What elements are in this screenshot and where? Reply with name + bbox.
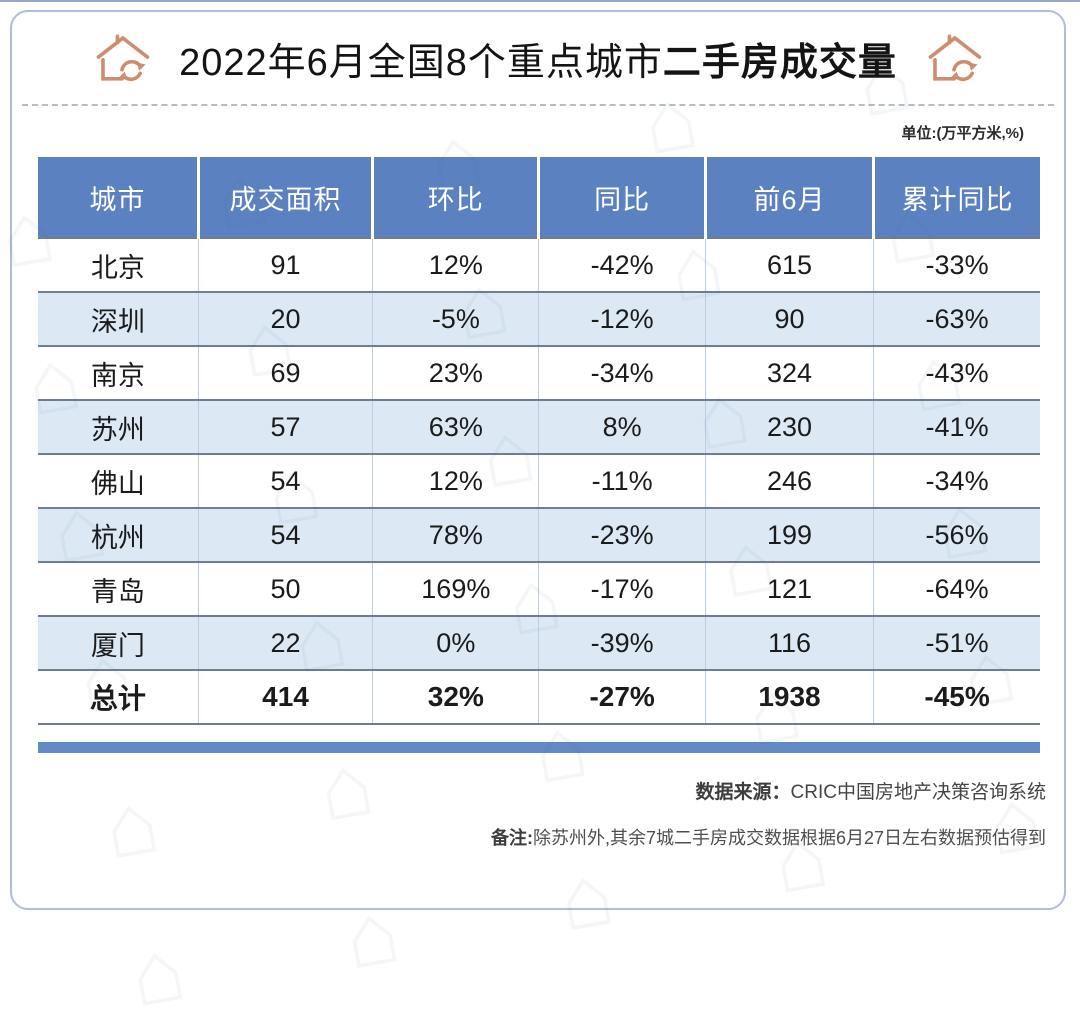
cell-first6m: 324 bbox=[705, 346, 875, 400]
page-title-regular: 2022年6月全国8个重点城市 bbox=[179, 41, 663, 84]
cell-city: 北京 bbox=[38, 238, 199, 292]
cell-city: 深圳 bbox=[38, 292, 199, 346]
cell-area: 91 bbox=[198, 238, 374, 292]
cell-mom: 12% bbox=[372, 454, 540, 508]
cell-mom: 0% bbox=[372, 616, 540, 670]
cell-mom: 32% bbox=[372, 670, 540, 724]
title-banner: 2022年6月全国8个重点城市二手房成交量 bbox=[22, 12, 1054, 106]
cell-area: 54 bbox=[198, 454, 374, 508]
cell-mom: 169% bbox=[372, 562, 540, 616]
cell-yoy: -11% bbox=[538, 454, 706, 508]
cell-area: 54 bbox=[198, 508, 374, 562]
cell-first6m: 116 bbox=[705, 616, 875, 670]
data-source-value: CRIC中国房地产决策咨询系统 bbox=[790, 782, 1046, 803]
cell-city: 青岛 bbox=[38, 562, 199, 616]
note-line: 备注:除苏州外,其余7城二手房成交数据根据6月27日左右数据预估得到 bbox=[12, 804, 1064, 850]
top-divider-line bbox=[0, 0, 1080, 2]
cell-cum-yoy: -56% bbox=[925, 519, 989, 550]
cell-yoy: -42% bbox=[538, 238, 706, 292]
house-refresh-icon bbox=[96, 34, 150, 82]
unit-label: 单位:(万平方米,%) bbox=[901, 125, 1025, 142]
column-header-city: 城市 bbox=[38, 157, 200, 238]
table-bottom-accent-bar bbox=[38, 742, 1040, 753]
cell-first6m: 230 bbox=[705, 400, 875, 454]
cell-yoy: -12% bbox=[538, 292, 706, 346]
cell-city: 厦门 bbox=[38, 616, 199, 670]
table-row-total: 总计 414 32% -27% 1938 -45% bbox=[38, 670, 1040, 724]
cell-yoy: 8% bbox=[538, 400, 706, 454]
cell-yoy: -27% bbox=[538, 670, 706, 724]
house-refresh-icon bbox=[928, 34, 982, 82]
note-label: 备注: bbox=[490, 828, 533, 848]
cell-yoy: -39% bbox=[538, 616, 706, 670]
cell-city: 杭州 bbox=[38, 508, 199, 562]
table-row-xiamen: 厦门 22 0% -39% 116 -51% bbox=[38, 616, 1040, 670]
note-value: 除苏州外,其余7城二手房成交数据根据6月27日左右数据预估得到 bbox=[532, 828, 1046, 848]
page-title-bold: 二手房成交量 bbox=[662, 41, 897, 84]
cell-area: 414 bbox=[198, 670, 374, 724]
table-row-qingdao: 青岛 50 169% -17% 121 -64% bbox=[38, 562, 1040, 616]
cell-first6m: 246 bbox=[705, 454, 875, 508]
cell-city: 总计 bbox=[38, 670, 199, 724]
cell-cum-yoy: -34% bbox=[925, 465, 989, 496]
data-source-line: 数据来源：CRIC中国房地产决策咨询系统 bbox=[12, 753, 1064, 804]
cell-yoy: -17% bbox=[538, 562, 706, 616]
cell-cum-yoy: -63% bbox=[925, 303, 989, 334]
column-header-cum-yoy: 累计同比 bbox=[873, 157, 1040, 238]
cell-mom: 23% bbox=[372, 346, 540, 400]
cell-first6m: 90 bbox=[705, 292, 875, 346]
cell-yoy: -23% bbox=[538, 508, 706, 562]
data-table-wrapper: 城市 成交面积 环比 同比 前6月 累计同比 北京 91 12% -42% 61… bbox=[38, 157, 1040, 725]
cell-area: 50 bbox=[198, 562, 374, 616]
data-source-label: 数据来源： bbox=[695, 782, 791, 803]
cell-city: 南京 bbox=[38, 346, 199, 400]
table-row-beijing: 北京 91 12% -42% 615 -33% bbox=[38, 238, 1040, 292]
table-row-foshan: 佛山 54 12% -11% 246 -34% bbox=[38, 454, 1040, 508]
cell-mom: 78% bbox=[372, 508, 540, 562]
cell-first6m: 199 bbox=[705, 508, 875, 562]
cell-area: 20 bbox=[198, 292, 374, 346]
cell-yoy: -34% bbox=[538, 346, 706, 400]
cell-first6m: 615 bbox=[705, 238, 875, 292]
column-header-first6m: 前6月 bbox=[705, 157, 876, 238]
cell-first6m: 121 bbox=[705, 562, 875, 616]
table-row-shenzhen: 深圳 20 -5% -12% 90 -63% bbox=[38, 292, 1040, 346]
cell-area: 69 bbox=[198, 346, 374, 400]
cell-cum-yoy: -33% bbox=[925, 249, 989, 280]
table-row-hangzhou: 杭州 54 78% -23% 199 -56% bbox=[38, 508, 1040, 562]
cell-mom: 12% bbox=[372, 238, 540, 292]
cell-cum-yoy: -51% bbox=[925, 627, 989, 658]
cell-cum-yoy: -45% bbox=[924, 681, 990, 712]
cell-first6m: 1938 bbox=[705, 670, 875, 724]
cell-mom: -5% bbox=[372, 292, 540, 346]
column-header-yoy: 同比 bbox=[538, 157, 707, 238]
cell-cum-yoy: -64% bbox=[925, 573, 989, 604]
table-row-suzhou: 苏州 57 63% 8% 230 -41% bbox=[38, 400, 1040, 454]
column-header-mom: 环比 bbox=[372, 157, 541, 238]
cell-city: 苏州 bbox=[38, 400, 199, 454]
cell-city: 佛山 bbox=[38, 454, 199, 508]
cell-mom: 63% bbox=[372, 400, 540, 454]
cell-area: 22 bbox=[198, 616, 374, 670]
page-title: 2022年6月全国8个重点城市二手房成交量 bbox=[179, 31, 897, 86]
column-header-area: 成交面积 bbox=[198, 157, 375, 238]
table-header-row: 城市 成交面积 环比 同比 前6月 累计同比 bbox=[38, 157, 1040, 238]
table-row-nanjing: 南京 69 23% -34% 324 -43% bbox=[38, 346, 1040, 400]
cell-area: 57 bbox=[198, 400, 374, 454]
cell-cum-yoy: -43% bbox=[925, 357, 989, 388]
report-card: ⌂ ⌂ ⌂ ⌂ ⌂ ⌂ ⌂ ⌂ ⌂ ⌂ ⌂ ⌂ ⌂ ⌂ ⌂ ⌂ ⌂ ⌂ ⌂ ⌂ … bbox=[0, 10, 1080, 1030]
housing-data-table: 城市 成交面积 环比 同比 前6月 累计同比 北京 91 12% -42% 61… bbox=[38, 157, 1040, 725]
cell-cum-yoy: -41% bbox=[925, 411, 989, 442]
